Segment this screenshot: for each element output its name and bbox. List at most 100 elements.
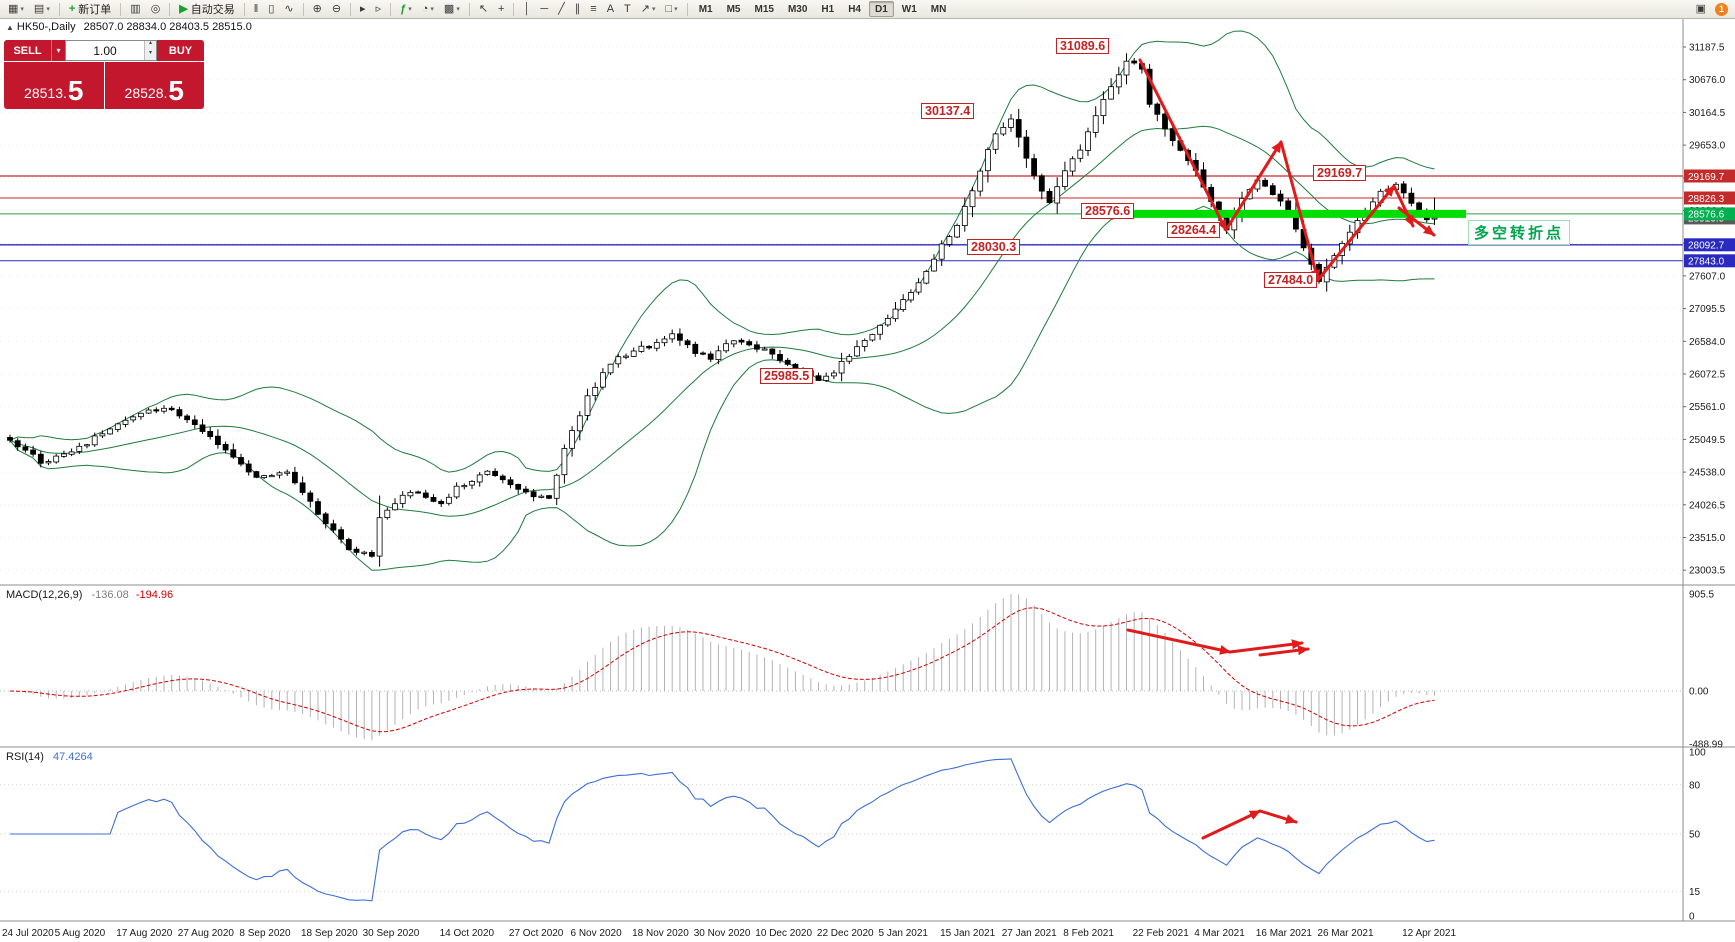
price-annotation[interactable]: 30137.4 — [921, 103, 975, 119]
svg-text:27 Oct 2020: 27 Oct 2020 — [509, 928, 564, 939]
trend-arrow[interactable] — [1397, 206, 1436, 237]
bar-chart-icon[interactable]: ‖ — [253, 3, 259, 15]
templates-button[interactable]: ▩ ▾ — [443, 3, 460, 15]
svg-text:6 Nov 2020: 6 Nov 2020 — [571, 928, 623, 939]
trend-arrow[interactable] — [1279, 140, 1321, 282]
periods-button[interactable]: ◔ ▾ — [421, 3, 434, 15]
notifications-badge[interactable]: 1 — [1715, 2, 1728, 16]
line-chart-icon[interactable]: ∿ — [284, 3, 294, 15]
svg-text:14 Oct 2020: 14 Oct 2020 — [440, 928, 495, 939]
profiles-icon[interactable]: ▤ ▾ — [33, 3, 50, 15]
timeframe-mn-button[interactable]: MN — [930, 3, 947, 15]
chart-shift-icon[interactable]: ▹ — [375, 3, 382, 15]
fibonacci-icon[interactable]: ≡ — [590, 3, 597, 15]
rsi-line — [10, 758, 1435, 902]
new-chart-icon[interactable]: ▦ ▾ — [8, 3, 24, 15]
indicators-button[interactable]: ƒ ▾ — [400, 3, 412, 15]
timeframe-w1-button[interactable]: W1 — [901, 3, 917, 15]
svg-text:22 Feb 2021: 22 Feb 2021 — [1133, 928, 1190, 939]
text-icon[interactable]: A — [606, 3, 615, 15]
price-annotation[interactable]: 28576.6 — [1081, 203, 1135, 219]
trend-arrow[interactable] — [1392, 184, 1415, 228]
search-icon[interactable]: ◎ — [150, 3, 161, 15]
zoom-out-icon[interactable]: ⊖ — [331, 3, 342, 15]
volume-input[interactable] — [66, 41, 144, 60]
expand-icon[interactable]: ▲ — [6, 23, 14, 32]
macd-name: MACD(12,26,9) — [6, 589, 83, 601]
sell-price-button[interactable]: 28513. 5 — [4, 62, 104, 109]
symbol-period-label: HK50-,Daily — [16, 21, 76, 33]
macd-trend-arrow[interactable] — [1258, 645, 1310, 657]
price-annotation[interactable]: 27484.0 — [1264, 272, 1318, 288]
trend-arrow[interactable] — [1316, 184, 1396, 282]
rsi-trend-arrow[interactable] — [1258, 809, 1298, 824]
timeframe-h1-button[interactable]: H1 — [821, 3, 835, 15]
chart-header: ▲ HK50-,Daily 28507.0 28834.0 28403.5 2851… — [6, 21, 252, 33]
channel-icon[interactable]: ∥ — [574, 3, 581, 15]
timeframe-m1-button[interactable]: M1 — [698, 3, 713, 15]
svg-text:31187.5: 31187.5 — [1689, 43, 1725, 54]
svg-text:26584.0: 26584.0 — [1689, 337, 1726, 348]
macd-trend-arrow[interactable] — [1228, 639, 1304, 654]
price-badge: 27843.0 — [1684, 254, 1735, 268]
window-list-icon[interactable]: ▣ — [1695, 3, 1706, 15]
auto-scroll-icon[interactable]: ▸ — [360, 3, 366, 15]
timeframe-m30-button[interactable]: M30 — [787, 3, 808, 15]
macd-scale-label: 905.5 — [1689, 590, 1714, 601]
rsi-indicator-label: RSI(14) 47.4264 — [6, 751, 93, 763]
timeframe-m15-button[interactable]: M15 — [754, 3, 774, 15]
svg-text:17 Aug 2020: 17 Aug 2020 — [116, 928, 173, 939]
label-icon[interactable]: T — [624, 3, 631, 15]
buy-price-big: 5 — [168, 75, 184, 106]
price-annotation[interactable]: 28264.4 — [1167, 222, 1221, 238]
svg-text:28092.7: 28092.7 — [1688, 241, 1725, 252]
timeframe-m5-button[interactable]: M5 — [726, 3, 741, 15]
trendline-icon[interactable]: ╱ — [558, 3, 565, 15]
one-click-trading-panel: SELL ▾ ▴ ▾ BUY 28513. 5 28528. 5 — [4, 40, 204, 109]
price-annotation[interactable]: 25985.5 — [760, 368, 814, 384]
zoom-in-icon[interactable]: ⊕ — [312, 3, 322, 15]
crosshair-icon[interactable]: + — [498, 3, 505, 15]
price-annotation[interactable]: 31089.6 — [1056, 38, 1110, 54]
volume-up-icon[interactable]: ▴ — [145, 40, 156, 51]
price-annotation[interactable]: 28030.3 — [967, 239, 1021, 255]
cursor-icon[interactable]: ↖ — [478, 3, 489, 15]
volume-down-icon[interactable]: ▾ — [145, 50, 156, 60]
horizontal-line-icon[interactable]: ─ — [540, 3, 549, 15]
svg-text:25049.5: 25049.5 — [1689, 435, 1726, 446]
macd-histogram — [17, 594, 1435, 741]
timeframe-h4-button[interactable]: H4 — [848, 3, 861, 15]
buy-price-button[interactable]: 28528. 5 — [104, 62, 204, 109]
candlestick-chart-icon[interactable]: ▯ — [268, 3, 275, 15]
timeframe-d1-button[interactable]: D1 — [869, 1, 894, 17]
volume-spinner: ▴ ▾ — [144, 40, 156, 60]
chart-list-icon[interactable]: ▥ — [130, 3, 141, 15]
new-order-button[interactable]: + 新订单 — [68, 3, 112, 16]
sell-button[interactable]: SELL — [4, 40, 51, 61]
svg-text:27607.0: 27607.0 — [1689, 271, 1726, 282]
trend-arrow[interactable] — [1224, 140, 1283, 232]
sell-price-big: 5 — [67, 75, 84, 106]
arrows-icon[interactable]: ↗ ▾ — [640, 3, 656, 15]
turning-point-note[interactable]: 多空转折点 — [1468, 220, 1571, 245]
price-badge: 28092.7 — [1684, 238, 1735, 252]
svg-text:29169.7: 29169.7 — [1688, 172, 1725, 183]
svg-text:24026.5: 24026.5 — [1689, 500, 1726, 511]
buy-button[interactable]: BUY — [157, 40, 204, 61]
ohlc-values: 28507.0 28834.0 28403.5 28515.0 — [83, 21, 252, 33]
svg-text:12 Apr 2021: 12 Apr 2021 — [1402, 928, 1456, 939]
svg-text:24 Jul 2020: 24 Jul 2020 — [2, 928, 54, 939]
price-annotation[interactable]: 29169.7 — [1313, 165, 1367, 181]
shapes-icon[interactable]: □ ▾ — [665, 3, 678, 15]
bollinger-upper-band — [9, 30, 1435, 473]
svg-text:8 Sep 2020: 8 Sep 2020 — [239, 928, 291, 939]
rsi-trend-arrow[interactable] — [1201, 809, 1262, 840]
trend-arrow[interactable] — [1138, 58, 1228, 232]
vertical-line-icon[interactable]: │ — [523, 3, 531, 15]
macd-trend-arrow[interactable] — [1126, 628, 1232, 655]
order-type-dropdown-icon[interactable]: ▾ — [51, 40, 65, 61]
auto-trading-button[interactable]: ▶ 自动交易 — [179, 3, 235, 16]
main-toolbar: ▦ ▾ ▤ ▾ + 新订单 ▥ ◎ ▶ 自动交易 ‖ ▯ ∿ ⊕ ⊖ ▸ ▹ ƒ ▾ ◔ ▾ ▩ ▾ ↖ + │ ─ ╱ ∥ ≡ A T ↗ ▾ □… — [0, 0, 1735, 19]
rsi-scale-label: 80 — [1689, 780, 1701, 791]
